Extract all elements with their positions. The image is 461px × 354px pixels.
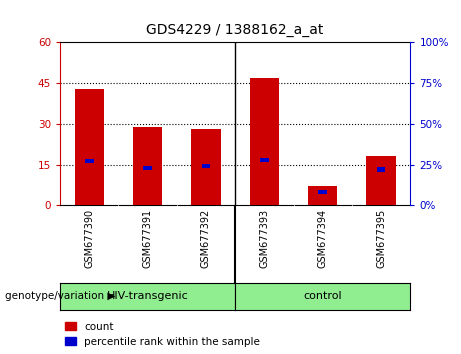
Text: GSM677391: GSM677391: [142, 209, 153, 268]
Text: GSM677395: GSM677395: [376, 209, 386, 268]
Text: GSM677392: GSM677392: [201, 209, 211, 268]
Bar: [366, 156, 396, 205]
Text: GSM677393: GSM677393: [259, 209, 269, 268]
Text: HIV-transgenic: HIV-transgenic: [106, 291, 189, 302]
Title: GDS4229 / 1388162_a_at: GDS4229 / 1388162_a_at: [147, 23, 324, 37]
Bar: [250, 78, 279, 205]
Bar: [308, 186, 337, 205]
Bar: [133, 127, 162, 205]
Text: control: control: [303, 291, 342, 302]
Text: GSM677390: GSM677390: [84, 209, 94, 268]
Bar: [143, 166, 152, 170]
Bar: [191, 129, 220, 205]
Bar: [318, 190, 327, 194]
Legend: count, percentile rank within the sample: count, percentile rank within the sample: [65, 322, 260, 347]
Bar: [85, 159, 94, 164]
Text: GSM677394: GSM677394: [318, 209, 328, 268]
Bar: [377, 167, 385, 172]
Bar: [75, 88, 104, 205]
Bar: [260, 158, 269, 162]
Bar: [201, 164, 210, 168]
Text: genotype/variation ▶: genotype/variation ▶: [5, 291, 115, 302]
